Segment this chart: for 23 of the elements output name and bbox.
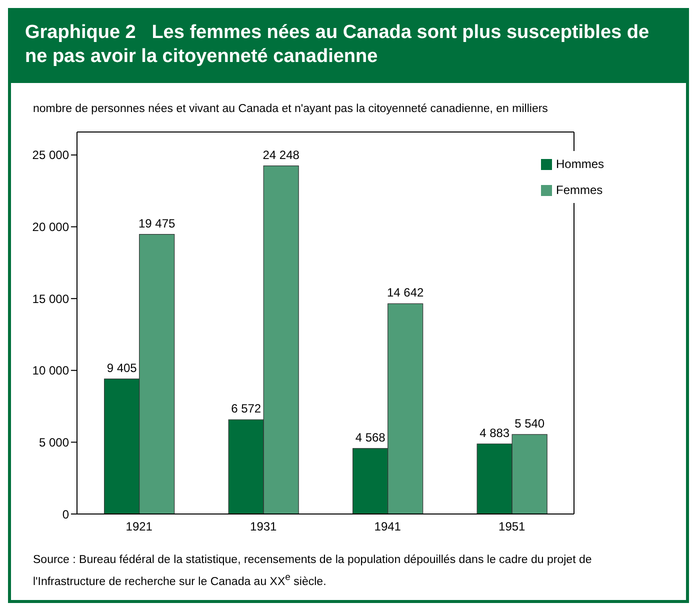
data-label: 6 572: [231, 402, 262, 416]
chart-subtitle: nombre de personnes nées et vivant au Canada et n'ayant pas la citoyenneté canadienne, en milliers: [32, 102, 549, 117]
legend-label: Femmes: [556, 183, 603, 197]
y-tick-label: 0: [62, 507, 70, 522]
x-tick-label: 1941: [374, 520, 402, 534]
y-tick-label: 15 000: [32, 292, 70, 306]
source-note: Source : Bureau fédéral de la statistique, recensements de la population dépouillés dans le cadre du projet de l'Infrastructure de recherche sur le Canada au XX$^{e}$ siècle.: [32, 553, 593, 590]
data-label: 5 540: [514, 416, 545, 430]
y-tick-label: 5 000: [38, 435, 70, 450]
data-label: 24 248: [262, 148, 300, 162]
y-tick-label: 10 000: [32, 364, 70, 378]
y-tick-label: 20 000: [32, 220, 70, 234]
legend-label: Hommes: [556, 157, 604, 171]
data-label: 4 883: [480, 426, 510, 440]
data-label: 14 642: [386, 286, 424, 300]
data-label: 9 405: [106, 360, 138, 375]
data-label: 19 475: [138, 216, 176, 230]
x-tick-label: 1921: [126, 520, 153, 534]
chart-title: Graphique 2 Les femmes nées au Canada sont plus susceptibles de ne pas avoir la citoyenneté canadienne: [11, 11, 686, 83]
y-tick-label: 25 000: [32, 148, 70, 162]
x-tick-label: 1951: [498, 520, 526, 534]
data-label: 4 568: [355, 430, 386, 444]
x-tick-label: 1931: [250, 520, 278, 534]
